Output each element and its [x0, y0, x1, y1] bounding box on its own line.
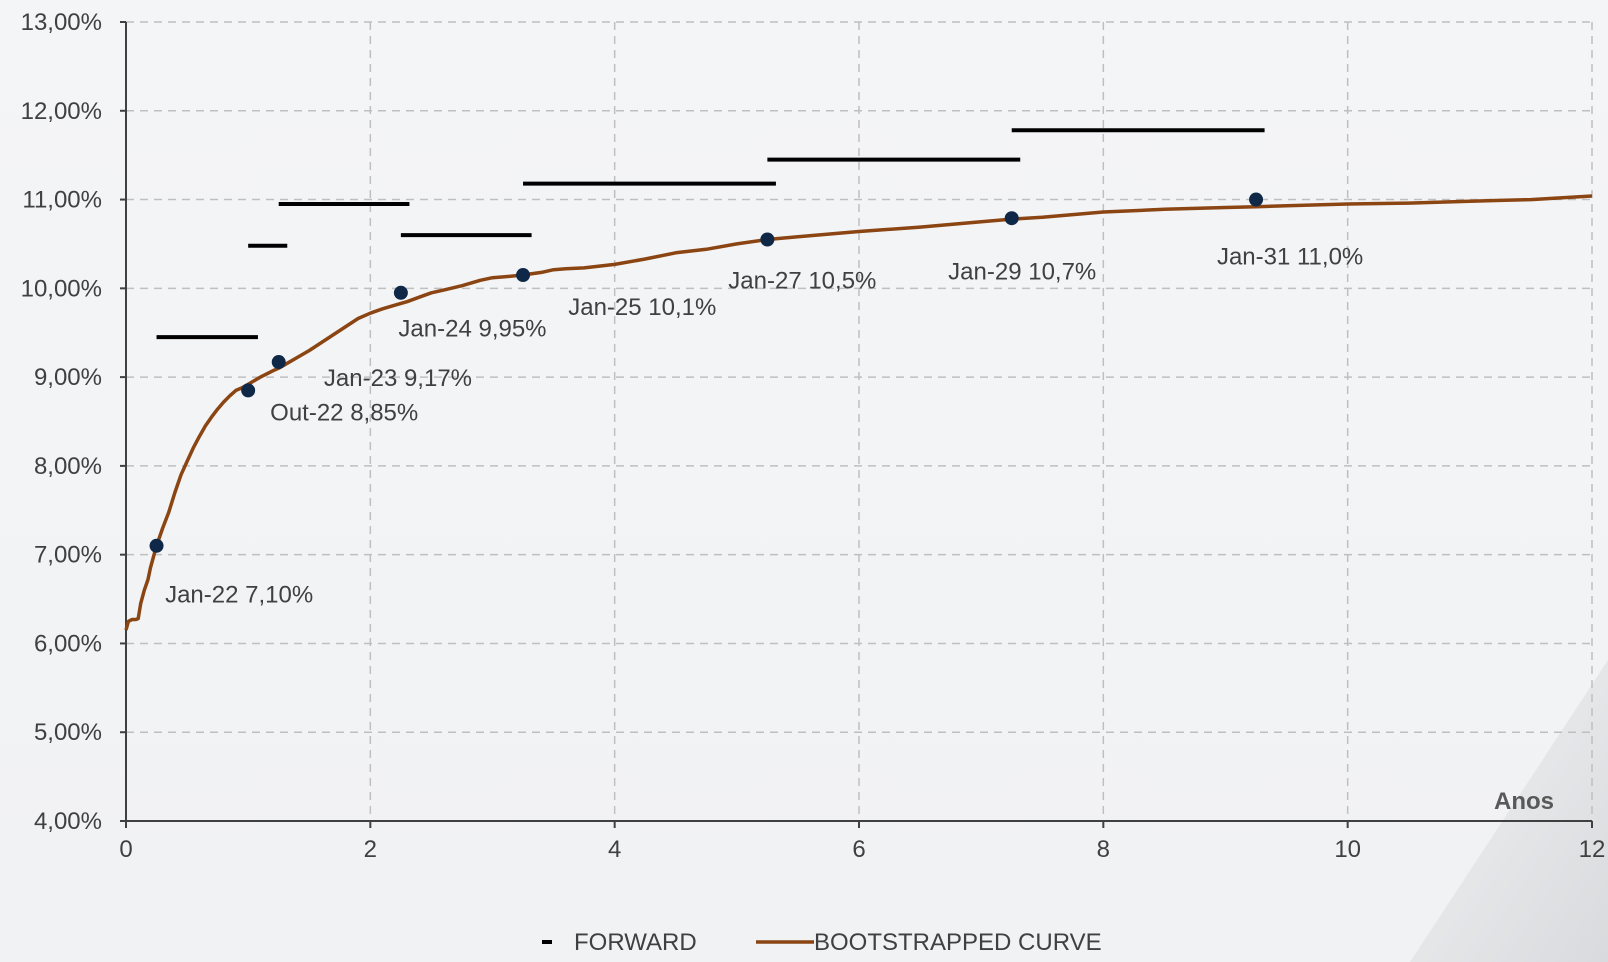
- forward-series: [156, 128, 1265, 340]
- bootstrapped-curve-line: [124, 194, 1593, 631]
- point-annotation: Jan-22 7,10%: [165, 582, 313, 609]
- y-tick-label: 5,00%: [34, 719, 102, 746]
- curve-point: [241, 383, 256, 398]
- point-annotation: Jan-24 9,95%: [398, 315, 546, 342]
- y-tick-label: 11,00%: [22, 187, 102, 214]
- corner-decoration: [1410, 660, 1608, 962]
- y-tick-label: 7,00%: [34, 542, 102, 569]
- curve-point: [393, 285, 408, 300]
- curve-point: [271, 355, 286, 370]
- curve-point: [1249, 192, 1264, 207]
- legend-curve-label: BOOTSTRAPPED CURVE: [814, 929, 1102, 956]
- curve-point: [1004, 211, 1019, 226]
- x-tick-label: 0: [119, 836, 132, 863]
- y-tick-label: 10,00%: [21, 275, 102, 302]
- y-tick-label: 13,00%: [21, 9, 102, 36]
- y-tick-label: 12,00%: [21, 98, 102, 125]
- point-annotation: Jan-31 11,0%: [1217, 243, 1363, 270]
- point-annotation: Jan-29 10,7%: [948, 258, 1096, 285]
- x-axis-title: Anos: [1494, 788, 1554, 815]
- grid: [126, 21, 1593, 821]
- y-tick-label: 9,00%: [34, 364, 102, 391]
- y-tick-label: 4,00%: [34, 808, 102, 835]
- x-tick-label: 12: [1579, 836, 1606, 863]
- x-tick-label: 2: [364, 836, 377, 863]
- x-tick-label: 8: [1097, 836, 1110, 863]
- legend: FORWARD BOOTSTRAPPED CURVE: [542, 929, 1102, 956]
- point-annotation: Jan-27 10,5%: [728, 267, 876, 294]
- curve-points: [149, 192, 1264, 553]
- point-annotation: Jan-23 9,17%: [324, 365, 472, 392]
- axes: 4,00% 5,00% 6,00% 7,00% 8,00% 9,00% 10,00% 11,0…: [21, 9, 1606, 863]
- x-tick-label: 4: [608, 836, 621, 863]
- legend-forward-label: FORWARD: [574, 929, 697, 956]
- point-annotations: Jan-22 7,10% Out-22 8,85% Jan-23 9,17% Jan-…: [165, 243, 1363, 608]
- curve-point: [760, 232, 775, 247]
- point-annotation: Jan-25 10,1%: [568, 294, 716, 321]
- curve-point: [149, 538, 164, 553]
- curve-point: [516, 268, 531, 283]
- y-tick-label: 8,00%: [34, 453, 102, 480]
- x-tick-label: 10: [1334, 836, 1361, 863]
- y-tick-label: 6,00%: [34, 630, 102, 657]
- bootstrapped-curve-series: [124, 194, 1593, 631]
- point-annotation: Out-22 8,85%: [270, 400, 418, 427]
- x-tick-label: 6: [852, 836, 865, 863]
